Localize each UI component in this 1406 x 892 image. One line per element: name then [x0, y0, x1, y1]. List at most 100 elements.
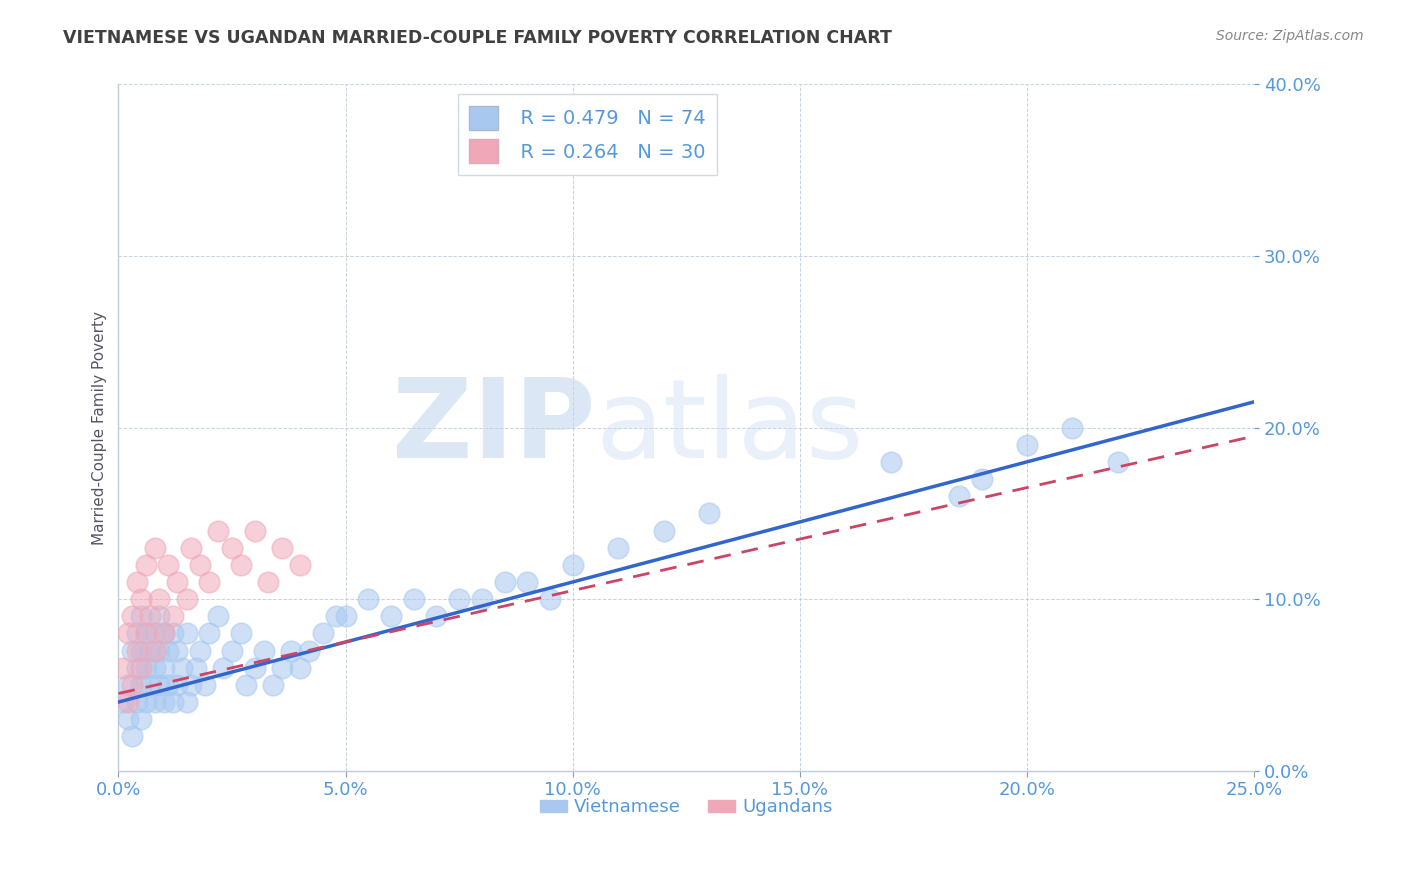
Point: [121, 730, 143, 744]
Point: [143, 661, 166, 675]
Point: [139, 678, 162, 692]
Point: [143, 695, 166, 709]
Point: [166, 574, 188, 589]
Point: [129, 661, 152, 675]
Point: [148, 643, 170, 657]
Point: [288, 558, 311, 572]
Point: [280, 643, 302, 657]
Point: [125, 661, 148, 675]
Point: [879, 455, 901, 469]
Point: [948, 489, 970, 503]
Point: [157, 678, 180, 692]
Point: [135, 661, 157, 675]
Point: [312, 626, 335, 640]
Point: [1062, 420, 1084, 434]
Point: [135, 695, 157, 709]
Point: [121, 643, 143, 657]
Point: [143, 541, 166, 555]
Point: [129, 609, 152, 624]
Point: [325, 609, 347, 624]
Point: [357, 592, 380, 607]
Point: [425, 609, 447, 624]
Point: [125, 695, 148, 709]
Point: [153, 626, 176, 640]
Point: [298, 643, 321, 657]
Point: [157, 643, 180, 657]
Point: [125, 574, 148, 589]
Point: [198, 626, 221, 640]
Point: [380, 609, 402, 624]
Point: [176, 626, 198, 640]
Point: [180, 678, 202, 692]
Legend: Vietnamese, Ugandans: Vietnamese, Ugandans: [533, 791, 839, 823]
Point: [221, 541, 243, 555]
Point: [494, 574, 516, 589]
Point: [335, 609, 357, 624]
Text: Source: ZipAtlas.com: Source: ZipAtlas.com: [1216, 29, 1364, 43]
Point: [139, 609, 162, 624]
Point: [162, 695, 184, 709]
Point: [198, 574, 221, 589]
Text: ZIP: ZIP: [392, 374, 595, 481]
Point: [139, 643, 162, 657]
Point: [153, 695, 176, 709]
Point: [271, 661, 294, 675]
Point: [253, 643, 276, 657]
Point: [194, 678, 217, 692]
Point: [1015, 438, 1038, 452]
Point: [111, 695, 134, 709]
Point: [207, 609, 229, 624]
Point: [143, 626, 166, 640]
Point: [129, 592, 152, 607]
Point: [652, 524, 675, 538]
Point: [229, 558, 252, 572]
Point: [162, 609, 184, 624]
Point: [207, 524, 229, 538]
Point: [1107, 455, 1129, 469]
Point: [117, 695, 139, 709]
Point: [402, 592, 425, 607]
Point: [166, 678, 188, 692]
Point: [148, 678, 170, 692]
Point: [176, 592, 198, 607]
Point: [125, 626, 148, 640]
Point: [516, 574, 538, 589]
Point: [176, 695, 198, 709]
Point: [153, 661, 176, 675]
Point: [129, 643, 152, 657]
Point: [135, 558, 157, 572]
Point: [538, 592, 561, 607]
Point: [143, 643, 166, 657]
Point: [135, 626, 157, 640]
Point: [188, 643, 211, 657]
Point: [607, 541, 630, 555]
Point: [561, 558, 583, 572]
Point: [180, 541, 202, 555]
Point: [121, 609, 143, 624]
Point: [162, 626, 184, 640]
Point: [129, 712, 152, 726]
Text: VIETNAMESE VS UGANDAN MARRIED-COUPLE FAMILY POVERTY CORRELATION CHART: VIETNAMESE VS UGANDAN MARRIED-COUPLE FAM…: [63, 29, 893, 46]
Point: [243, 661, 266, 675]
Point: [212, 661, 235, 675]
Point: [125, 643, 148, 657]
Point: [471, 592, 494, 607]
Point: [121, 678, 143, 692]
Point: [117, 678, 139, 692]
Point: [271, 541, 294, 555]
Point: [153, 626, 176, 640]
Point: [262, 678, 284, 692]
Point: [288, 661, 311, 675]
Point: [111, 661, 134, 675]
Point: [257, 574, 280, 589]
Text: atlas: atlas: [595, 374, 863, 481]
Point: [135, 626, 157, 640]
Point: [221, 643, 243, 657]
Point: [697, 507, 720, 521]
Point: [229, 626, 252, 640]
Point: [449, 592, 471, 607]
Point: [235, 678, 257, 692]
Point: [170, 661, 193, 675]
Point: [117, 712, 139, 726]
Point: [184, 661, 207, 675]
